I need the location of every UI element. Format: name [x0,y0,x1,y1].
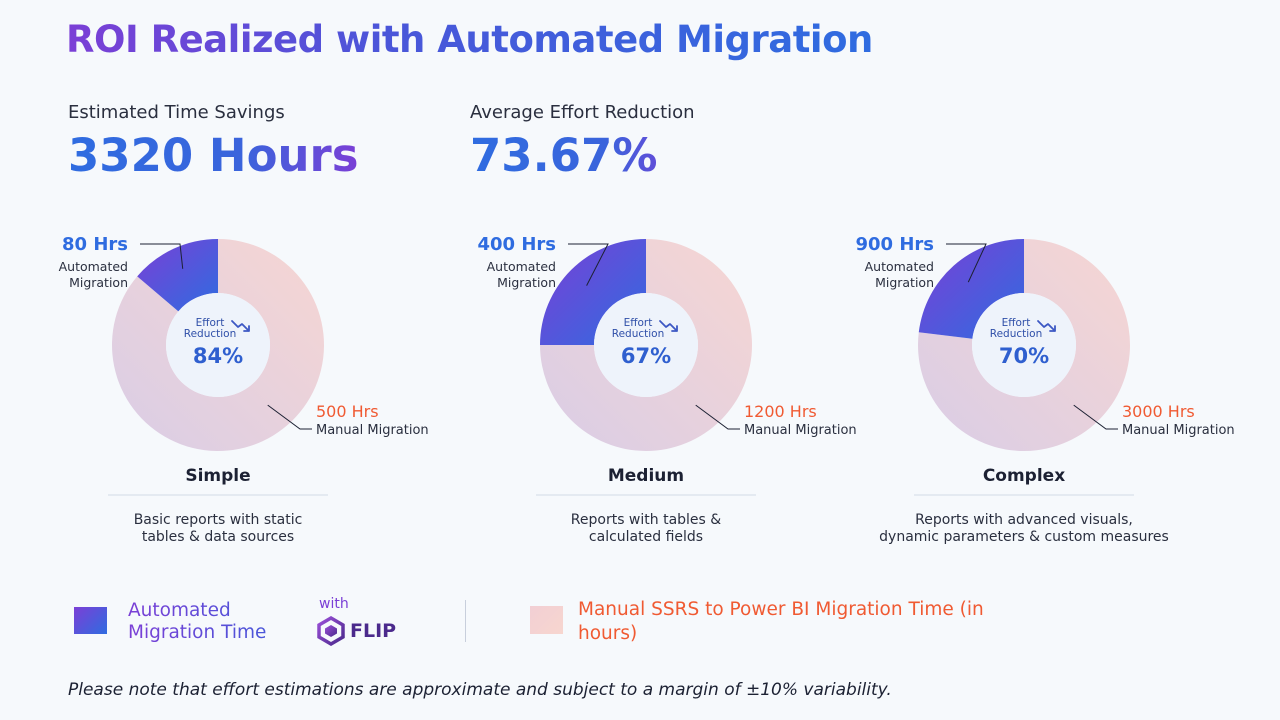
effort-reduction-value: 67% [621,344,671,368]
category-title: Complex [983,466,1065,486]
effort-reduction-value: 84% [193,344,243,368]
kpi-effort-reduction: Average Effort Reduction 73.67% [470,102,695,182]
automated-hours-label: 900 Hrs [856,234,935,255]
center-label-line1: Effort [1002,317,1031,329]
manual-sub-label: Manual Migration [1122,423,1235,438]
category-description-line: Reports with advanced visuals, [915,512,1133,528]
center-label-line1: Effort [624,317,653,329]
flip-logo-icon [317,616,345,646]
page-title: ROI Realized with Automated Migration [66,18,873,61]
manual-slice [918,239,1131,451]
trend-down-icon [659,320,678,332]
kpi-label: Estimated Time Savings [68,102,285,123]
manual-sub-label: Manual Migration [744,423,857,438]
category-description-line: Reports with tables & [571,512,722,528]
automated-sub-label-1: Automated [59,259,128,274]
donut-medium [536,239,756,496]
donut-complex [914,239,1134,496]
center-label-line2: Reduction [612,328,665,340]
automated-sub-label-1: Automated [487,259,556,274]
category-description-line: tables & data sources [142,529,294,545]
automated-callout-line [140,243,184,269]
legend-with-text: with [319,596,349,612]
category-description-line: calculated fields [589,529,703,545]
donut-center [594,293,698,397]
manual-callout-line [1073,404,1118,430]
legend-manual-swatch [530,606,563,634]
kpi-value: 73.67% [470,129,695,182]
center-label-line2: Reduction [990,328,1043,340]
kpi-label: Average Effort Reduction [470,102,695,123]
legend-automated-line1: Automated [128,600,231,621]
flip-logo: FLIP [316,616,396,646]
manual-callout-line [267,404,312,430]
donut-center [166,293,270,397]
center-label-line2: Reduction [184,328,237,340]
manual-callout-line [695,404,740,430]
trend-down-icon [231,320,250,332]
automated-sub-label-2: Migration [69,275,128,290]
manual-hours-label: 1200 Hrs [744,402,817,421]
effort-reduction-value: 70% [999,344,1049,368]
automated-slice [918,239,1024,339]
automated-callout-line [568,243,609,286]
automated-slice [540,239,646,345]
category-title: Simple [185,466,250,486]
manual-hours-label: 3000 Hrs [1122,402,1195,421]
automated-slice [137,239,218,312]
legend-divider [465,600,466,642]
manual-sub-label: Manual Migration [316,423,429,438]
automated-sub-label-2: Migration [875,275,934,290]
automated-hours-label: 80 Hrs [62,234,128,255]
legend-automated-swatch [74,607,107,634]
category-description-line: Basic reports with static [134,512,303,528]
automated-sub-label-2: Migration [497,275,556,290]
kpi-value: 3320 Hours [68,129,359,182]
center-label-line1: Effort [196,317,225,329]
automated-hours-label: 400 Hrs [478,234,557,255]
disclaimer-note: Please note that effort estimations are … [68,680,892,700]
legend-automated-label: Automated Migration Time [128,600,266,644]
manual-hours-label: 500 Hrs [316,402,379,421]
automated-sub-label-1: Automated [865,259,934,274]
flip-logo-text: FLIP [350,620,397,642]
category-description-line: dynamic parameters & custom measures [879,529,1169,545]
donut-center [972,293,1076,397]
legend-automated-line2: Migration Time [128,622,267,643]
kpi-time-savings: Estimated Time Savings 3320 Hours [68,102,359,182]
trend-down-icon [1037,320,1056,332]
manual-slice [111,239,324,452]
donut-simple [108,239,328,496]
manual-slice [540,239,752,451]
category-title: Medium [608,466,684,486]
automated-callout-line [946,243,987,283]
legend-manual-label: Manual SSRS to Power BI Migration Time (… [578,599,984,644]
